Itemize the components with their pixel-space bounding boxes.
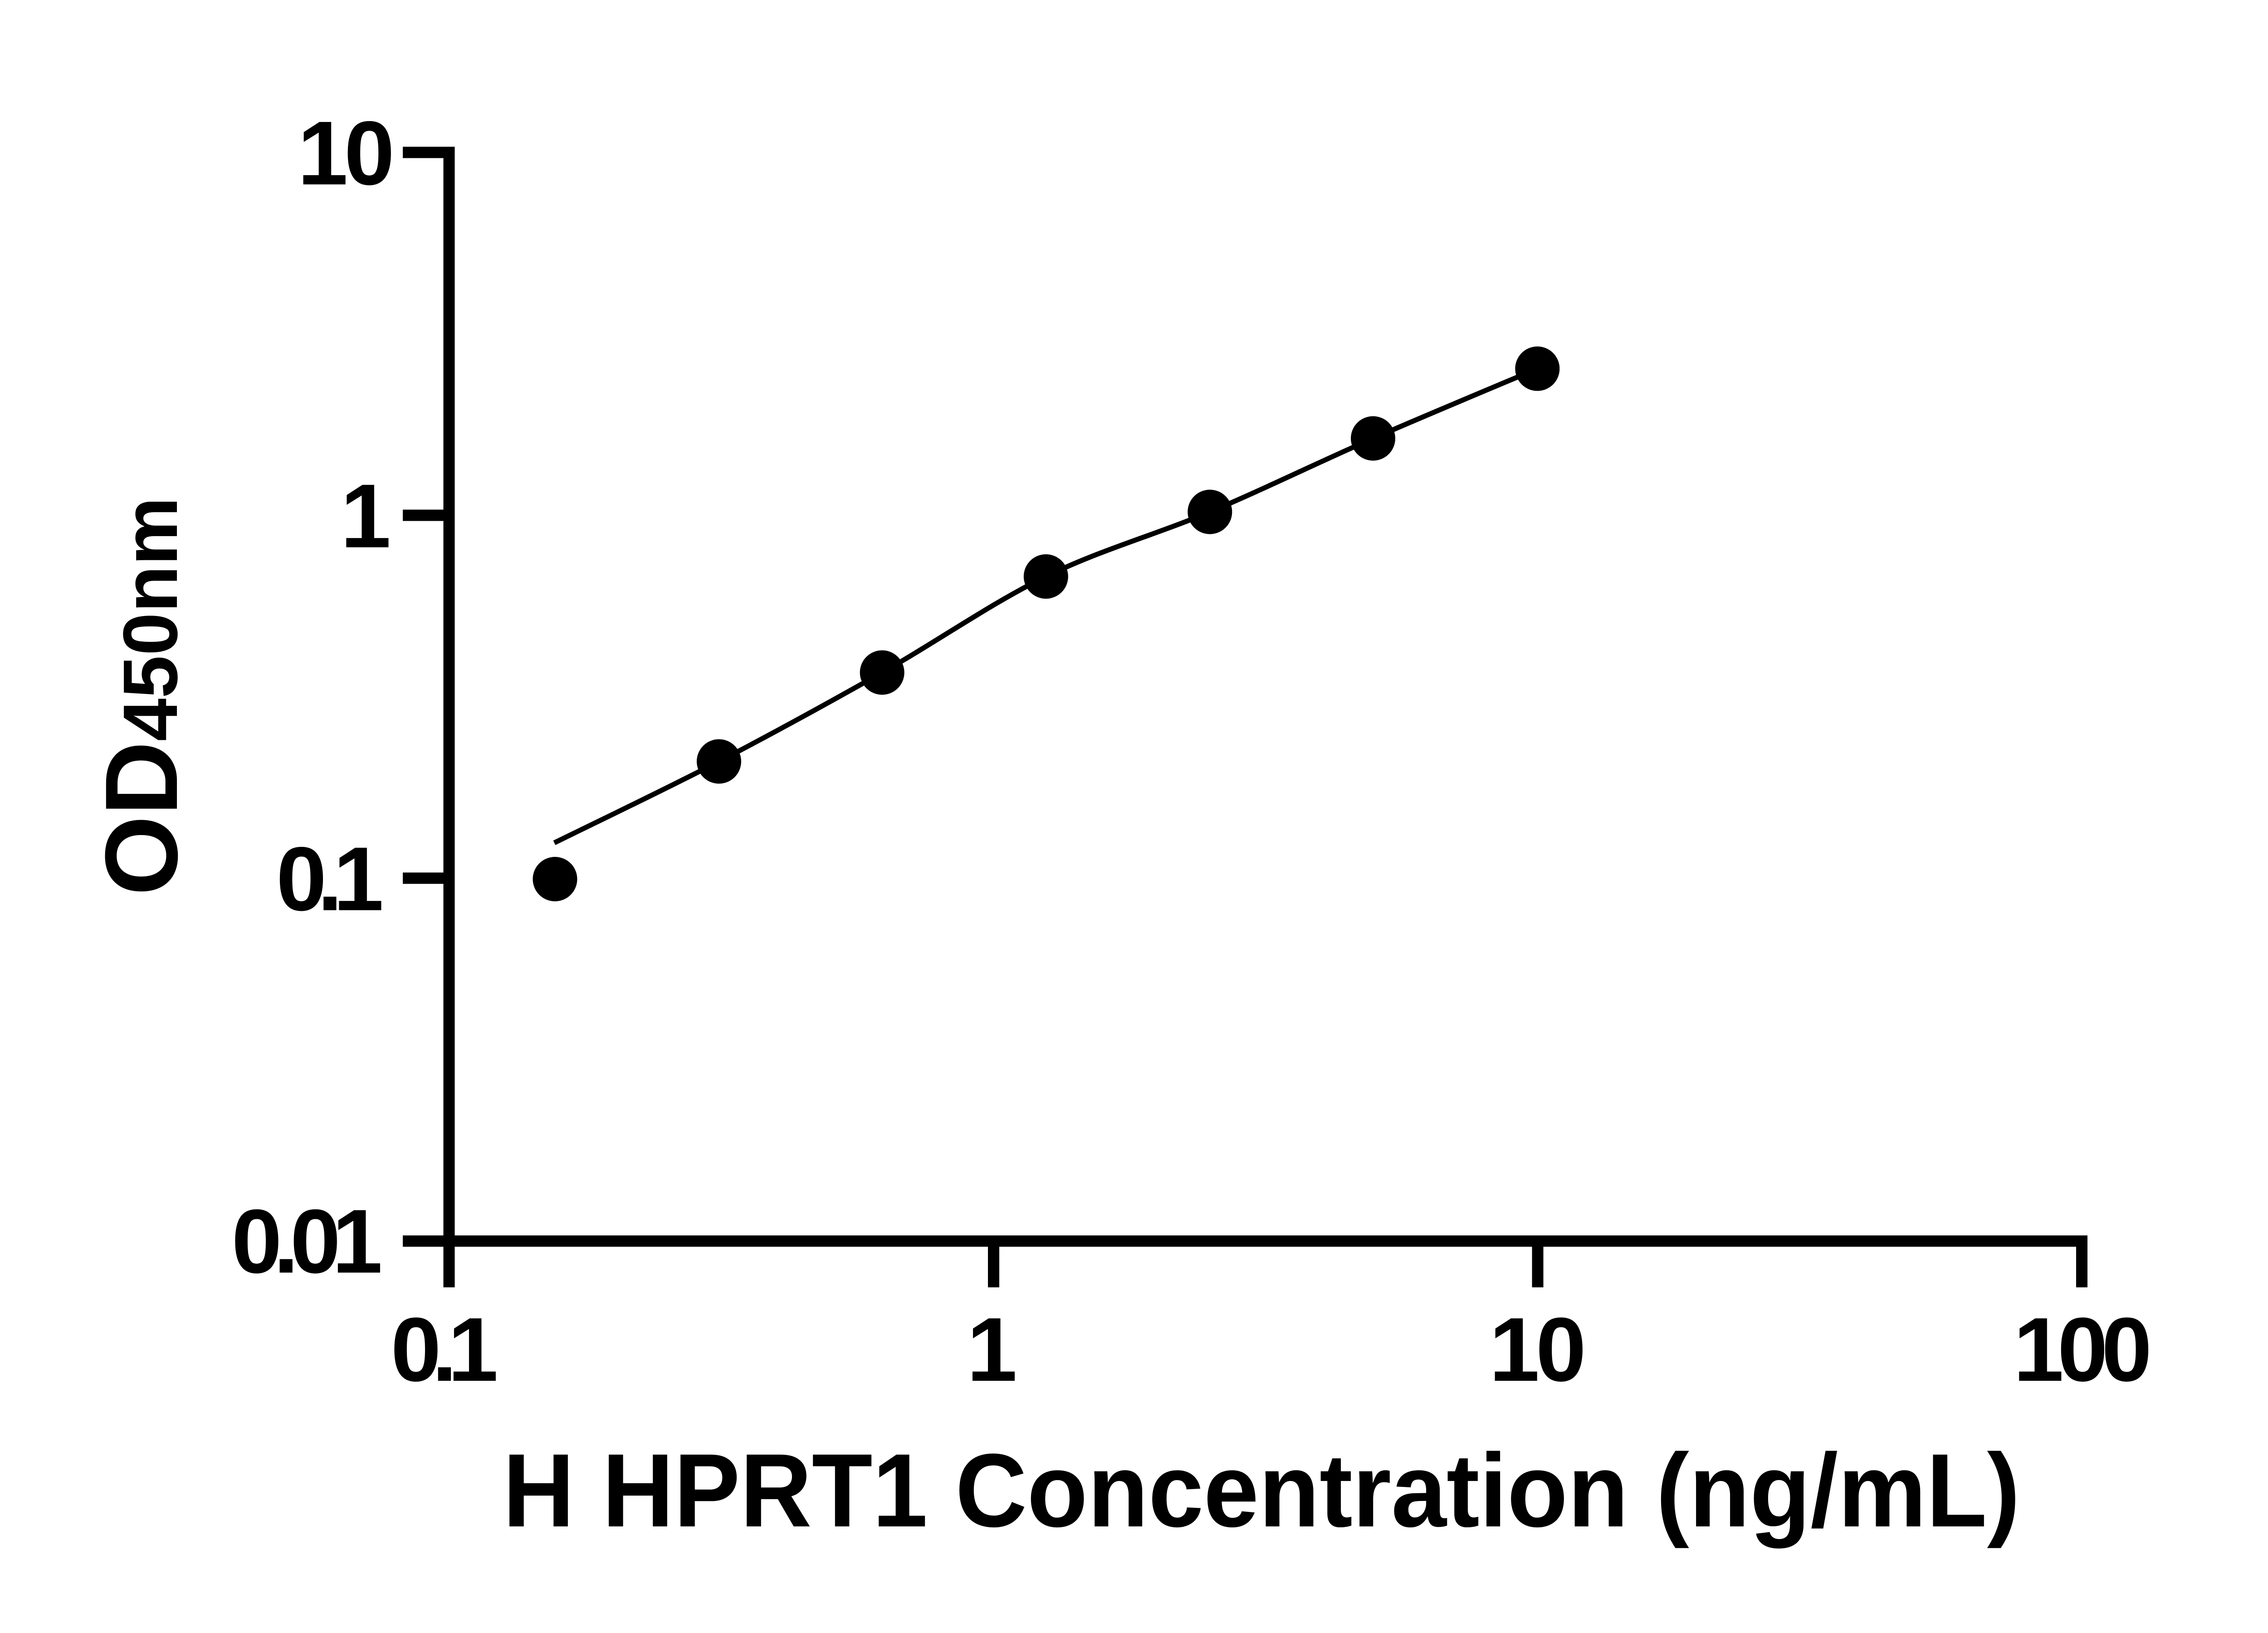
svg-text:100: 100 (2014, 1299, 2152, 1400)
svg-text:0.1: 0.1 (391, 1299, 499, 1400)
svg-text:OD450nm: OD450nm (84, 497, 199, 895)
svg-text:1: 1 (341, 466, 391, 567)
svg-text:H HPRT1 Concentration (ng/mL): H HPRT1 Concentration (ng/mL) (503, 1432, 2020, 1549)
svg-text:1: 1 (967, 1299, 1017, 1400)
svg-text:10: 10 (1489, 1299, 1586, 1400)
svg-text:0.1: 0.1 (276, 829, 384, 930)
svg-text:0.01: 0.01 (232, 1191, 383, 1292)
svg-text:10: 10 (298, 103, 395, 204)
